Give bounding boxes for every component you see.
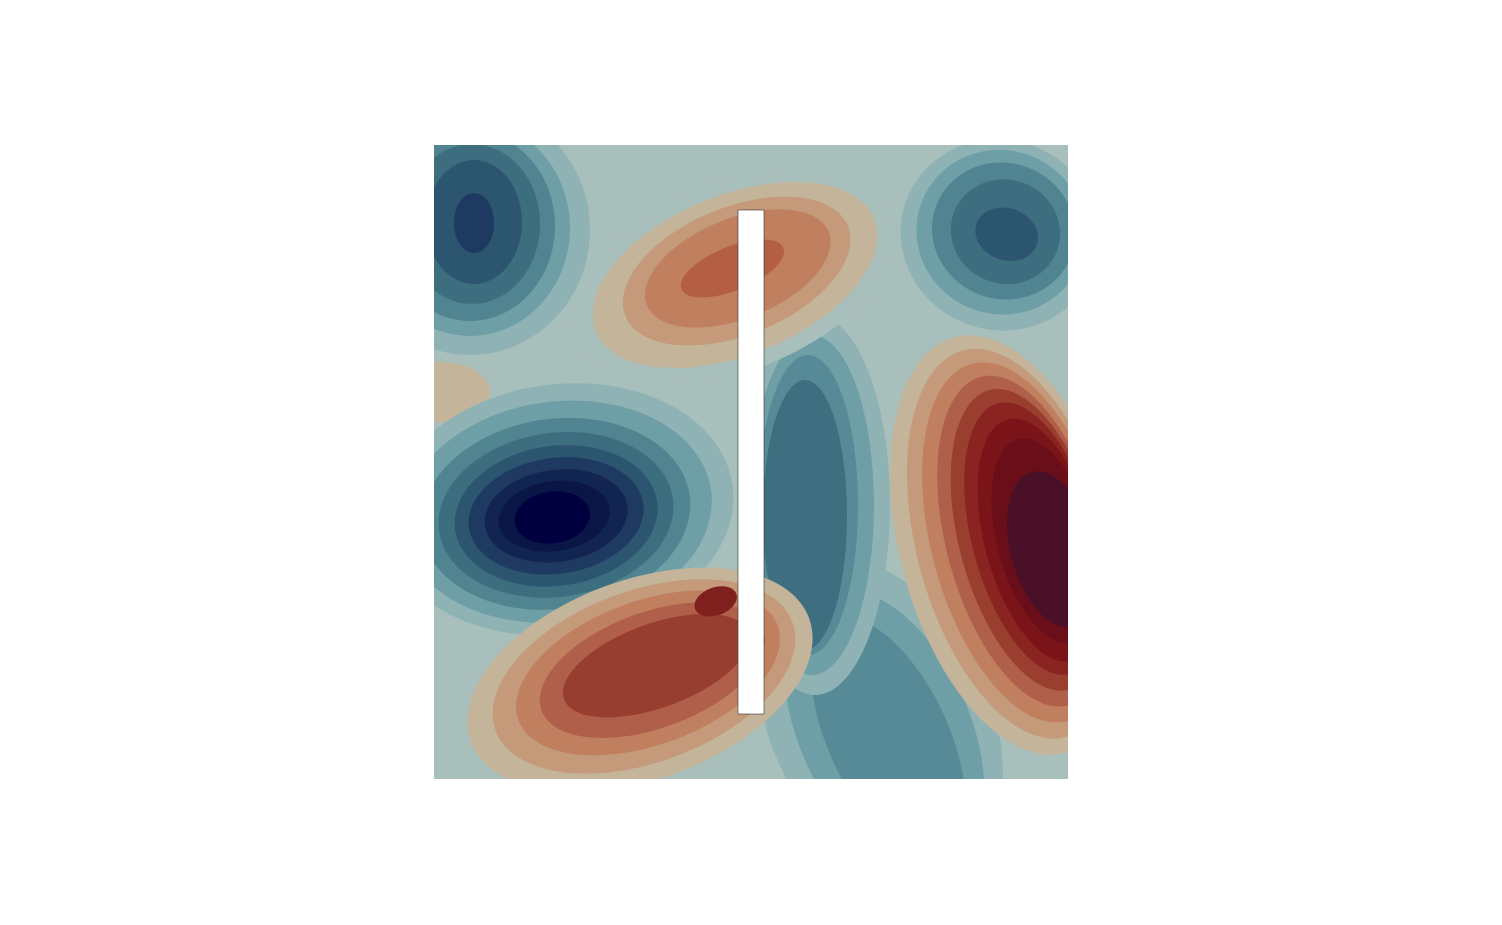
slot <box>737 209 765 715</box>
contour-band <box>975 207 1039 262</box>
red-blob-right <box>890 335 1068 755</box>
blue-blob-center-left <box>434 383 734 636</box>
contour-band <box>454 193 494 253</box>
contour-band <box>694 586 737 617</box>
blue-blob-top-right <box>900 145 1068 331</box>
red-blob-top-center <box>573 166 897 384</box>
contour-band <box>811 617 966 779</box>
blue-blob-top-left <box>434 145 590 355</box>
contour-band <box>562 613 750 718</box>
contour-band <box>763 380 847 650</box>
contour-field <box>434 145 1068 779</box>
red-blob-bottom-center <box>467 567 813 779</box>
contour-band <box>514 491 591 544</box>
contour-band <box>1006 471 1068 628</box>
